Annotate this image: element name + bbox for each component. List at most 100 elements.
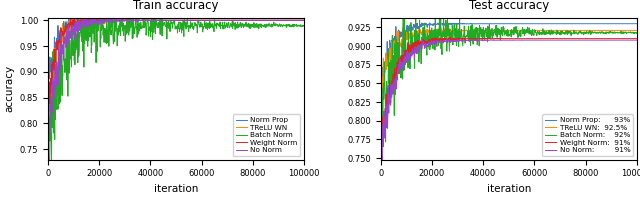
Batch Norm:    92%: (8.64e+04, 0.918): 92%: (8.64e+04, 0.918) bbox=[598, 32, 605, 34]
Norm Prop:      93%: (8.64e+04, 0.93): 93%: (8.64e+04, 0.93) bbox=[598, 22, 605, 25]
No Norm:         91%: (6.1e+04, 0.908): 91%: (6.1e+04, 0.908) bbox=[533, 39, 541, 41]
No Norm bbox=[207, 19, 215, 21]
Weight Norm:  91%: (1, 0.776): 91%: (1, 0.776) bbox=[377, 137, 385, 140]
Batch Norm bbox=[44, 163, 52, 165]
Batch Norm:    92%: (5.83e+04, 0.916): 92%: (5.83e+04, 0.916) bbox=[526, 33, 534, 35]
Batch Norm bbox=[193, 32, 201, 34]
Weight Norm bbox=[300, 19, 308, 21]
Norm Prop bbox=[300, 19, 308, 21]
Norm Prop:      93%: (6.1e+04, 0.93): 93%: (6.1e+04, 0.93) bbox=[533, 22, 541, 25]
No Norm bbox=[83, 15, 90, 18]
Norm Prop:      93%: (5.83e+04, 0.93): 93%: (5.83e+04, 0.93) bbox=[526, 22, 534, 25]
Batch Norm:    92%: (1.88e+03, 0.772): 92%: (1.88e+03, 0.772) bbox=[382, 141, 390, 143]
No Norm bbox=[239, 19, 246, 21]
Batch Norm bbox=[60, 57, 68, 59]
Weight Norm:  91%: (5.83e+04, 0.91): 91%: (5.83e+04, 0.91) bbox=[526, 37, 534, 40]
Batch Norm:    92%: (6.26e+03, 0.874): 92%: (6.26e+03, 0.874) bbox=[393, 64, 401, 66]
TReLU WN bbox=[193, 19, 201, 21]
Norm Prop:      93%: (1e+05, 0.93): 93%: (1e+05, 0.93) bbox=[633, 22, 640, 25]
Norm Prop:      93%: (2.33e+04, 0.931): 93%: (2.33e+04, 0.931) bbox=[436, 21, 444, 24]
Weight Norm:  91%: (7.61e+04, 0.91): 91%: (7.61e+04, 0.91) bbox=[572, 37, 579, 40]
Line: No Norm:         91%: No Norm: 91% bbox=[381, 39, 637, 161]
No Norm:         91%: (5.83e+04, 0.908): 91%: (5.83e+04, 0.908) bbox=[526, 39, 534, 41]
TReLU WN:  92.5%: (6.26e+03, 0.884): 92.5%: (6.26e+03, 0.884) bbox=[393, 57, 401, 59]
TReLU WN:  92.5%: (8.64e+04, 0.921): 92.5%: (8.64e+04, 0.921) bbox=[598, 29, 605, 32]
Weight Norm:  91%: (2.72e+04, 0.911): 91%: (2.72e+04, 0.911) bbox=[447, 36, 454, 39]
Line: Batch Norm:    92%: Batch Norm: 92% bbox=[381, 10, 637, 142]
Batch Norm:    92%: (6.1e+04, 0.914): 92%: (6.1e+04, 0.914) bbox=[533, 34, 541, 37]
Title: Test accuracy: Test accuracy bbox=[468, 0, 549, 12]
TReLU WN bbox=[208, 19, 216, 21]
TReLU WN:  92.5%: (7.61e+04, 0.921): 92.5%: (7.61e+04, 0.921) bbox=[572, 29, 579, 32]
Norm Prop:      93%: (752, 0.837): 93%: (752, 0.837) bbox=[379, 92, 387, 95]
Weight Norm:  91%: (6.1e+04, 0.91): 91%: (6.1e+04, 0.91) bbox=[533, 37, 541, 40]
Batch Norm bbox=[200, 25, 208, 27]
Norm Prop bbox=[193, 19, 201, 21]
Line: No Norm: No Norm bbox=[48, 17, 304, 142]
No Norm:         91%: (6.4e+04, 0.908): 91%: (6.4e+04, 0.908) bbox=[541, 39, 548, 41]
No Norm:         91%: (502, 0.747): 91%: (502, 0.747) bbox=[378, 159, 386, 162]
TReLU WN bbox=[45, 130, 52, 133]
TReLU WN:  92.5%: (1e+05, 0.921): 92.5%: (1e+05, 0.921) bbox=[633, 29, 640, 32]
No Norm bbox=[265, 19, 273, 21]
TReLU WN bbox=[60, 42, 68, 45]
Line: TReLU WN: TReLU WN bbox=[48, 15, 304, 131]
Norm Prop bbox=[60, 25, 68, 27]
No Norm:         91%: (6.26e+03, 0.861): 91%: (6.26e+03, 0.861) bbox=[393, 74, 401, 77]
TReLU WN bbox=[265, 19, 273, 21]
No Norm bbox=[193, 19, 201, 21]
Weight Norm bbox=[60, 33, 68, 35]
Line: Weight Norm:  91%: Weight Norm: 91% bbox=[381, 38, 637, 147]
Weight Norm bbox=[207, 19, 215, 21]
Batch Norm bbox=[300, 24, 308, 27]
TReLU WN bbox=[200, 19, 208, 21]
Y-axis label: accuracy: accuracy bbox=[4, 65, 14, 112]
TReLU WN:  92.5%: (251, 0.841): 92.5%: (251, 0.841) bbox=[378, 89, 385, 92]
No Norm bbox=[44, 140, 52, 143]
Line: Norm Prop:      93%: Norm Prop: 93% bbox=[381, 23, 637, 93]
Weight Norm:  91%: (6.4e+04, 0.91): 91%: (6.4e+04, 0.91) bbox=[541, 37, 548, 40]
TReLU WN:  92.5%: (6.4e+04, 0.921): 92.5%: (6.4e+04, 0.921) bbox=[541, 29, 548, 32]
No Norm:         91%: (8.64e+04, 0.908): 91%: (8.64e+04, 0.908) bbox=[598, 39, 605, 41]
TReLU WN:  92.5%: (6.1e+04, 0.921): 92.5%: (6.1e+04, 0.921) bbox=[533, 29, 541, 32]
Norm Prop:      93%: (7.61e+04, 0.93): 93%: (7.61e+04, 0.93) bbox=[572, 22, 579, 25]
Norm Prop:      93%: (6.26e+03, 0.907): 93%: (6.26e+03, 0.907) bbox=[393, 40, 401, 42]
Weight Norm:  91%: (1e+05, 0.91): 91%: (1e+05, 0.91) bbox=[633, 37, 640, 40]
Norm Prop bbox=[44, 81, 52, 83]
Norm Prop bbox=[200, 19, 208, 21]
Weight Norm bbox=[265, 19, 273, 21]
Norm Prop:      93%: (6.4e+04, 0.93): 93%: (6.4e+04, 0.93) bbox=[541, 22, 548, 25]
Weight Norm:  91%: (8.64e+04, 0.91): 91%: (8.64e+04, 0.91) bbox=[598, 37, 605, 40]
No Norm:         91%: (1, 0.757): 91%: (1, 0.757) bbox=[377, 152, 385, 154]
Legend: Norm Prop, TReLU WN, Batch Norm, Weight Norm, No Norm: Norm Prop, TReLU WN, Batch Norm, Weight … bbox=[233, 114, 300, 156]
Line: Weight Norm: Weight Norm bbox=[48, 17, 304, 121]
Norm Prop bbox=[208, 19, 216, 21]
Line: TReLU WN:  92.5%: TReLU WN: 92.5% bbox=[381, 27, 637, 90]
X-axis label: iteration: iteration bbox=[486, 184, 531, 194]
Weight Norm bbox=[78, 16, 86, 18]
TReLU WN:  92.5%: (1, 0.862): 92.5%: (1, 0.862) bbox=[377, 74, 385, 76]
Batch Norm bbox=[265, 22, 273, 25]
No Norm:         91%: (3.02e+04, 0.909): 91%: (3.02e+04, 0.909) bbox=[454, 38, 462, 40]
Norm Prop bbox=[81, 15, 88, 17]
Weight Norm bbox=[200, 19, 207, 21]
No Norm bbox=[200, 19, 207, 21]
TReLU WN:  92.5%: (8.76e+03, 0.926): 92.5%: (8.76e+03, 0.926) bbox=[399, 25, 407, 28]
Batch Norm bbox=[239, 25, 246, 27]
Norm Prop:      93%: (1, 0.845): 93%: (1, 0.845) bbox=[377, 86, 385, 89]
Norm Prop bbox=[265, 19, 273, 21]
Line: Norm Prop: Norm Prop bbox=[48, 16, 304, 86]
No Norm:         91%: (1e+05, 0.908): 91%: (1e+05, 0.908) bbox=[633, 39, 640, 41]
Weight Norm:  91%: (6.26e+03, 0.869): 91%: (6.26e+03, 0.869) bbox=[393, 68, 401, 71]
Weight Norm bbox=[193, 19, 201, 21]
Batch Norm bbox=[97, 3, 105, 6]
Weight Norm bbox=[44, 119, 52, 122]
Batch Norm bbox=[208, 25, 216, 27]
TReLU WN bbox=[44, 115, 52, 118]
TReLU WN bbox=[300, 19, 308, 21]
TReLU WN bbox=[239, 19, 246, 21]
Batch Norm bbox=[45, 168, 53, 170]
Legend: Norm Prop:      93%, TReLU WN:  92.5%, Batch Norm:    92%, Weight Norm:  91%, No: Norm Prop: 93%, TReLU WN: 92.5%, Batch N… bbox=[542, 114, 633, 156]
Weight Norm:  91%: (126, 0.765): 91%: (126, 0.765) bbox=[378, 146, 385, 148]
Norm Prop bbox=[45, 85, 52, 87]
